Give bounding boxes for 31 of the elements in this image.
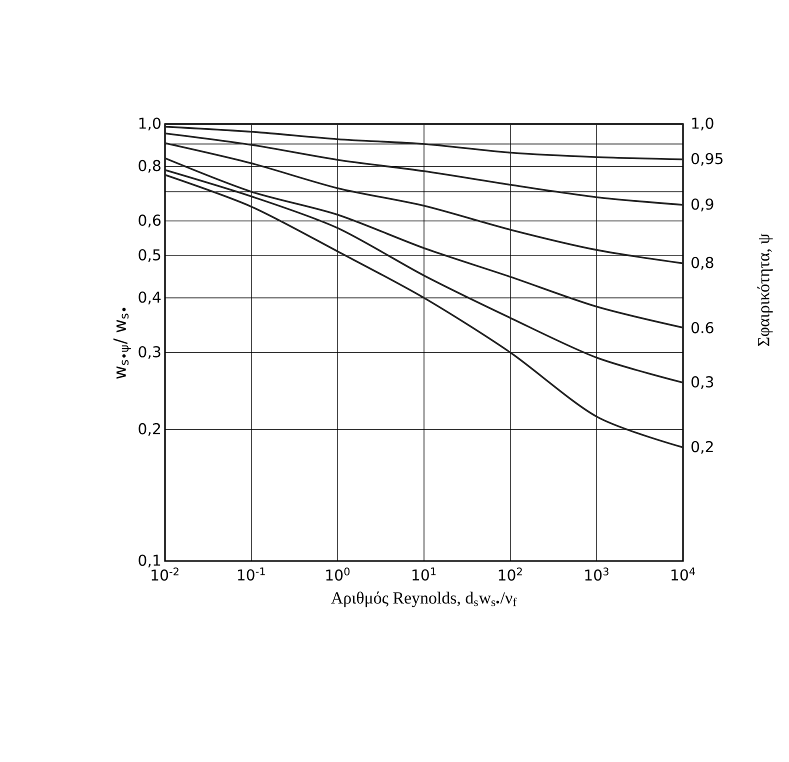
line-series	[164, 174, 684, 448]
line-series	[164, 157, 684, 329]
y-axis-title: w$_{s•ψ}$/ w$_{s•}$	[113, 308, 131, 379]
x-tick-label: 10$^{0}$	[326, 568, 350, 581]
series-label: 0,8	[692, 256, 714, 270]
series-label: 0,9	[692, 198, 714, 212]
series-label: 0,3	[692, 376, 714, 390]
x-tick-label: 10$^{2}$	[498, 568, 522, 581]
y-tick-label: 0,1	[138, 554, 160, 568]
series-label: 0,95	[692, 152, 722, 166]
y-tick-label: 0,4	[138, 291, 161, 304]
line-series	[164, 142, 684, 264]
y-tick-label: 0,2	[138, 423, 160, 436]
y-tick-label: 0,6	[138, 214, 161, 228]
line-series	[164, 126, 684, 160]
series-label: 0.6	[692, 322, 714, 334]
x-tick-label: 10$^{4}$	[672, 568, 695, 581]
x-tick-label: 10$^{-1}$	[238, 568, 265, 581]
series-label: 0,2	[692, 440, 713, 454]
series-label: 1,0	[692, 118, 714, 130]
line-series	[164, 169, 684, 384]
x-tick-label: 10$^{-2}$	[152, 568, 178, 581]
y-tick-label: 1,0	[139, 118, 160, 130]
y-tick-label: 0,8	[138, 160, 160, 173]
legend-title: Σφαιρικότητα, ψ	[757, 234, 773, 346]
y-tick-label: 0,5	[138, 249, 160, 262]
x-tick-label: 10$^{1}$	[412, 568, 436, 581]
line-series	[164, 132, 684, 206]
x-tick-label: 10$^{3}$	[585, 568, 608, 581]
x-axis-title: Αριθμός Reynolds, d$_{s}$w$_{s•}$/ν$_{f}$	[331, 592, 517, 608]
y-tick-label: 0,3	[138, 346, 160, 359]
